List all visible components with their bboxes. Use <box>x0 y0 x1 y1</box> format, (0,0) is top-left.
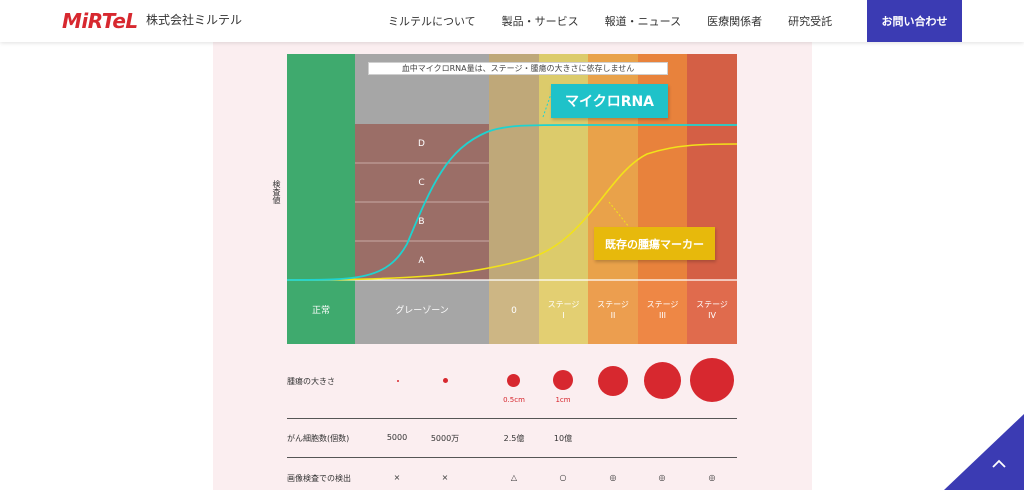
mirna-callout: マイクロRNA <box>551 84 668 118</box>
tumor-annotation-1cm: 1cm <box>555 396 571 404</box>
tumor-annotation-05cm: 0.5cm <box>503 396 525 404</box>
chart-note: 血中マイクロRNA量は、ステージ・腫瘍の大きさに依存しません <box>368 62 668 75</box>
stage-diagram <box>287 54 737 344</box>
imaging-gray-2: × <box>441 473 449 482</box>
mirna-curve <box>287 124 737 281</box>
tumor-dot-7 <box>690 358 734 402</box>
stage-band-4 <box>687 280 737 344</box>
imaging-stage-4: ◎ <box>708 473 716 482</box>
tumor-size-label: 腫瘍の大きさ <box>287 377 335 386</box>
marker-callout: 既存の腫瘍マーカー <box>594 227 715 260</box>
stage-band-2 <box>588 280 638 344</box>
stage-column-normal <box>287 54 355 344</box>
imaging-stage-0: △ <box>510 473 518 482</box>
nav-item-about[interactable]: ミルテルについて <box>388 15 476 28</box>
stage-label-2: ステージ II <box>597 300 629 320</box>
imaging-stage-3: ◎ <box>658 473 666 482</box>
stage-band-3 <box>638 280 687 344</box>
stage-band-0 <box>489 280 539 344</box>
logo-wordmark: MiRTeL <box>62 9 138 33</box>
stage-label-normal: 正常 <box>311 305 330 316</box>
cell-count-label: がん細胞数(個数) <box>287 434 350 443</box>
row-divider-1 <box>287 418 737 419</box>
stage-label-3: ステージ III <box>646 300 679 320</box>
row-divider-2 <box>287 457 737 458</box>
scroll-top-button[interactable] <box>944 414 1024 490</box>
stage-label-1: ステージ I <box>547 300 580 320</box>
nav-item-medical[interactable]: 医療関係者 <box>707 15 763 28</box>
contact-button[interactable]: お問い合わせ <box>867 0 962 42</box>
subgrade-label-a: A <box>418 255 425 266</box>
tumor-dot-5 <box>598 366 628 396</box>
nav-item-products[interactable]: 製品・サービス <box>501 15 579 28</box>
cell-count-4: 10億 <box>553 434 573 443</box>
tumor-dot-6 <box>644 362 681 399</box>
subgrade-label-b: B <box>418 216 425 227</box>
tumor-dot-3 <box>507 374 520 387</box>
imaging-label: 画像検査での検出 <box>287 474 351 483</box>
tumor-dot-2 <box>443 378 448 383</box>
marker-curve <box>287 143 737 281</box>
chevron-up-icon <box>944 414 1024 490</box>
site-logo[interactable]: MiRTeL <box>62 9 138 33</box>
tumor-dot-4 <box>553 370 573 390</box>
stage-label-0: 0 <box>511 305 517 316</box>
tumor-dot-1 <box>397 380 399 382</box>
nav-item-research[interactable]: 研究受託 <box>788 15 833 28</box>
subgrade-label-c: C <box>418 177 425 188</box>
site-header: MiRTeL 株式会社ミルテル ミルテルについて 製品・サービス 報道・ニュース… <box>0 0 1024 42</box>
imaging-gray-1: × <box>393 473 401 482</box>
stage-diagram-svg <box>287 54 737 344</box>
subgrade-label-d: D <box>418 138 425 149</box>
cell-count-1: 5000 <box>386 433 408 442</box>
main-nav: ミルテルについて 製品・サービス 報道・ニュース 医療関係者 研究受託 <box>388 0 858 42</box>
company-name: 株式会社ミルテル <box>146 13 243 27</box>
imaging-stage-2: ◎ <box>609 473 617 482</box>
nav-item-news[interactable]: 報道・ニュース <box>604 15 682 28</box>
imaging-stage-1: ○ <box>559 473 567 482</box>
cell-count-3: 2.5億 <box>503 434 525 443</box>
stage-label-4: ステージ IV <box>696 300 728 320</box>
stage-label-gray: グレーゾーン <box>395 305 449 316</box>
y-axis-label: 検査値 <box>272 180 281 204</box>
stage-band-1 <box>539 280 588 344</box>
cell-count-2: 5000万 <box>430 434 460 443</box>
